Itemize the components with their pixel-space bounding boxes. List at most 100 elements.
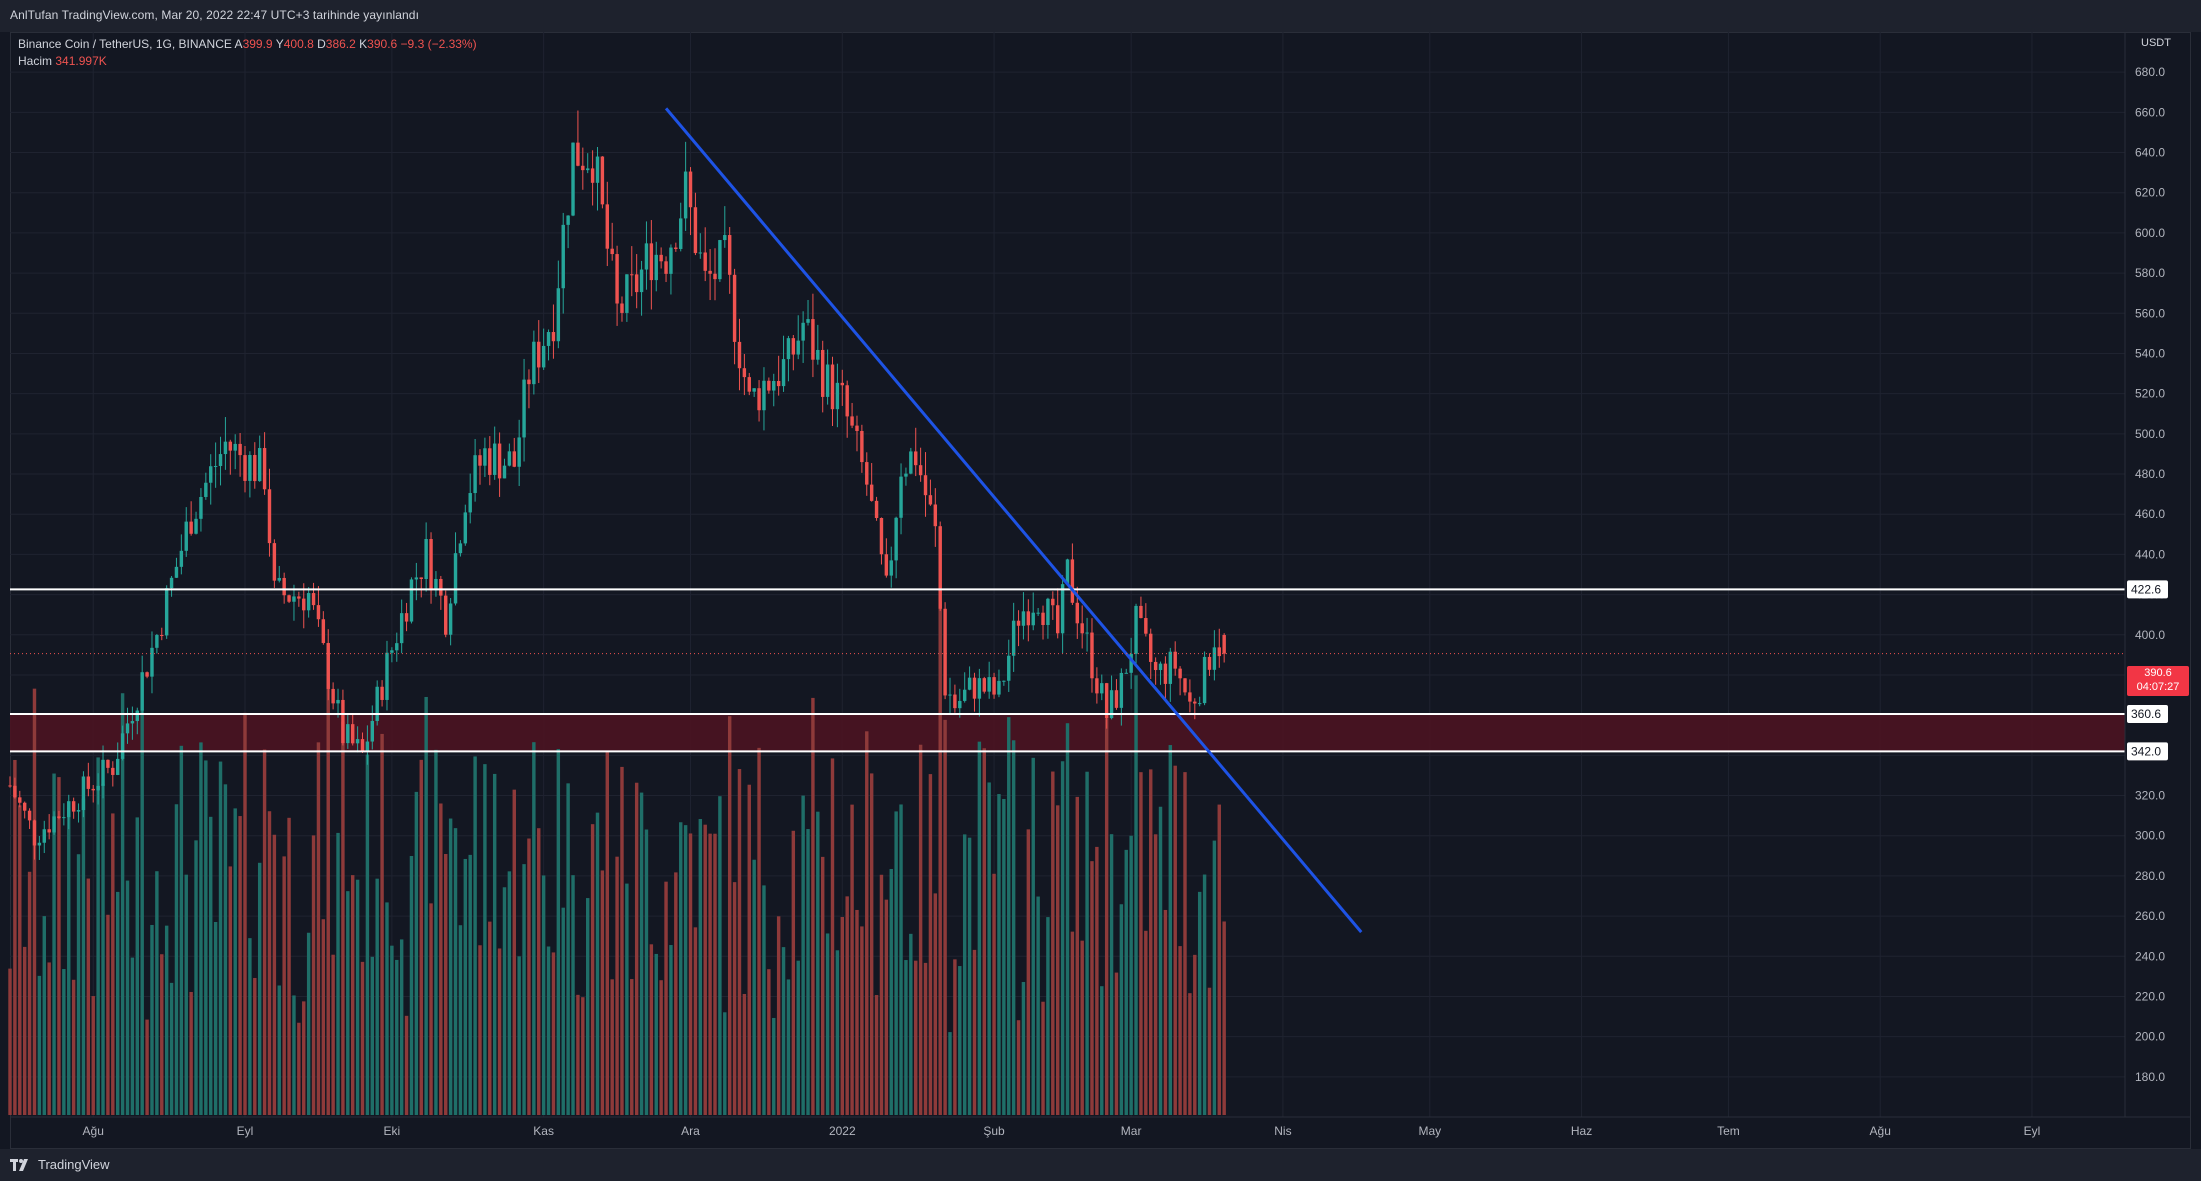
candle-body [507, 451, 512, 466]
volume-bar [820, 856, 825, 1115]
time-tick-label: Nis [1274, 1124, 1291, 1138]
time-tick-label: Ara [681, 1124, 700, 1138]
candle-body [262, 448, 267, 490]
candle-body [135, 710, 140, 722]
candle-body [532, 341, 536, 385]
volume-bar [409, 855, 414, 1115]
volume-bar [155, 871, 159, 1115]
volume-bar [468, 854, 472, 1115]
volume-bar [164, 925, 169, 1115]
candle-body [199, 496, 203, 519]
candle-body [683, 171, 688, 219]
volume-bar [693, 927, 698, 1115]
candle-body [248, 454, 252, 481]
candle-body [483, 448, 487, 466]
candle-body [1051, 598, 1055, 606]
candle-body [233, 443, 237, 451]
candle-body [801, 322, 805, 341]
price-tick-label: 580.0 [2135, 266, 2165, 280]
symbol-name[interactable]: Binance Coin / TetherUS, 1G, BINANCE [18, 37, 232, 51]
candle-body [551, 332, 556, 342]
volume-bar [527, 838, 531, 1115]
candle-body [67, 801, 71, 818]
volume-bar [899, 804, 903, 1115]
volume-bar [512, 789, 516, 1115]
volume-bar [860, 926, 864, 1115]
candle-body [894, 517, 898, 561]
candle-body [879, 518, 884, 555]
candle-body [884, 554, 889, 576]
candle-body [419, 577, 423, 579]
volume-bar [321, 919, 326, 1115]
candle-body [1031, 612, 1035, 626]
candle-body [448, 603, 453, 635]
volume-bar [576, 994, 580, 1115]
tradingview-brand[interactable]: TradingView [10, 1157, 110, 1172]
currency-label: USDT [2141, 37, 2171, 49]
volume-bar [1207, 987, 1212, 1115]
candle-body [962, 689, 967, 701]
candle-body [86, 776, 91, 789]
candle-body [948, 694, 952, 696]
candle-body [96, 785, 100, 791]
volume-bar [414, 791, 419, 1115]
candle-body [1139, 605, 1143, 619]
candle-body [522, 379, 526, 438]
volume-bar [703, 824, 707, 1115]
volume-bar [399, 939, 404, 1115]
volume-bar [316, 742, 321, 1115]
volume-bar [772, 1017, 776, 1115]
volume-bar [776, 916, 781, 1115]
time-tick-label: Kas [533, 1124, 554, 1138]
candle-body [1124, 672, 1128, 674]
candle-body [1183, 678, 1187, 693]
volume-bar [811, 697, 815, 1115]
volume-bar [404, 1015, 409, 1115]
candle-body [1041, 612, 1045, 626]
volume-bar [874, 995, 879, 1115]
candle-body [1046, 598, 1050, 626]
volume-bar [13, 759, 17, 1115]
volume-bar [326, 653, 330, 1115]
volume-bar [1212, 840, 1217, 1115]
volume-bar [522, 864, 526, 1115]
volume-bar [781, 947, 786, 1115]
candle-body [399, 613, 404, 644]
volume-bar [669, 945, 673, 1115]
change-value: −9.3 (−2.33%) [400, 37, 477, 51]
volume-bar [923, 962, 928, 1115]
volume-bar [801, 795, 805, 1115]
candle-body [184, 521, 188, 551]
volume-bar [752, 859, 756, 1115]
volume-bar [1011, 740, 1016, 1115]
volume-bar [1031, 757, 1035, 1115]
volume-bar [174, 804, 179, 1115]
volume-bar [37, 975, 42, 1115]
candle-body [923, 475, 928, 496]
price-chart[interactable]: 180.0 200.0 220.0 240.0 260.0 280.0 300.0 320.0… [0, 32, 2201, 1149]
volume-bar [1134, 675, 1138, 1115]
volume-bar [600, 870, 605, 1115]
candle-body [1021, 611, 1026, 626]
volume-bar [8, 968, 12, 1115]
candle-body [194, 518, 198, 534]
volume-bar [453, 828, 458, 1115]
volume-bar [879, 874, 884, 1115]
volume-bar [1183, 772, 1187, 1115]
tradingview-logo-icon [10, 1158, 28, 1171]
volume-bar [1104, 718, 1109, 1115]
volume-bar [664, 881, 668, 1115]
candle-body [541, 345, 546, 368]
price-tick-label: 300.0 [2135, 829, 2165, 843]
candle-body [331, 688, 335, 704]
current-price-badge: 390.6 04:07:27 [2127, 666, 2189, 696]
candle-body [488, 448, 492, 475]
candle-body [326, 643, 330, 689]
candle-body [297, 596, 301, 599]
price-tick-label: 620.0 [2135, 186, 2165, 200]
candle-body [468, 493, 472, 513]
volume-bar [825, 933, 830, 1115]
price-tick-label: 540.0 [2135, 346, 2165, 360]
volume-bar [1153, 834, 1158, 1115]
candle-body [125, 723, 130, 734]
